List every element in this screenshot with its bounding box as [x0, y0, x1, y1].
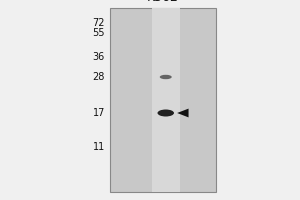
Ellipse shape: [160, 75, 172, 79]
Bar: [110, 8, 216, 192]
Text: 28: 28: [93, 72, 105, 82]
Ellipse shape: [158, 109, 174, 116]
Text: 55: 55: [92, 28, 105, 38]
Bar: [152, 8, 180, 192]
Polygon shape: [177, 109, 189, 117]
Text: 17: 17: [93, 108, 105, 118]
Text: K562: K562: [147, 0, 179, 4]
Text: 11: 11: [93, 142, 105, 152]
Text: 72: 72: [92, 18, 105, 28]
Text: 36: 36: [93, 52, 105, 62]
